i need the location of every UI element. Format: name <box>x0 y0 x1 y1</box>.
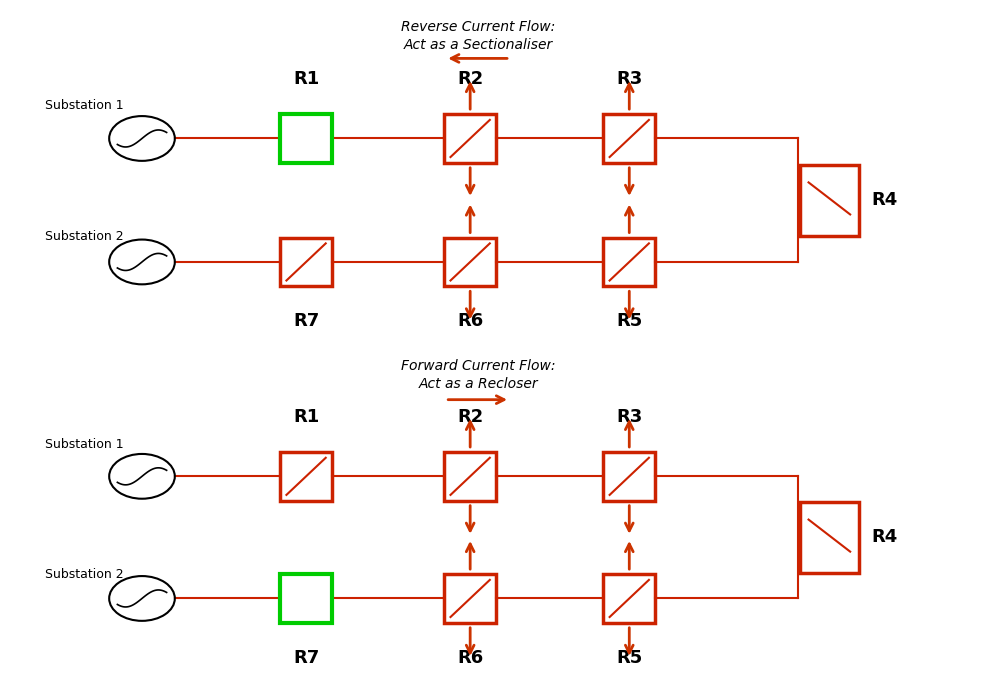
Text: R3: R3 <box>616 70 642 88</box>
Bar <box>603 114 655 163</box>
Bar <box>800 165 859 236</box>
Text: R6: R6 <box>457 312 483 330</box>
Bar <box>800 502 859 573</box>
Bar <box>444 114 496 163</box>
Text: R4: R4 <box>871 192 897 209</box>
Bar <box>444 452 496 501</box>
Bar <box>280 452 332 501</box>
Text: R7: R7 <box>293 648 319 667</box>
Text: R6: R6 <box>457 648 483 667</box>
Text: Substation 1: Substation 1 <box>45 98 124 111</box>
Bar <box>603 574 655 623</box>
Bar <box>444 237 496 287</box>
Text: Act as a Sectionaliser: Act as a Sectionaliser <box>403 38 553 52</box>
Text: Act as a Recloser: Act as a Recloser <box>418 378 538 391</box>
Text: R4: R4 <box>871 529 897 547</box>
Bar <box>444 574 496 623</box>
Text: R2: R2 <box>457 408 483 426</box>
Text: R5: R5 <box>616 648 642 667</box>
Text: Reverse Current Flow:: Reverse Current Flow: <box>401 20 555 34</box>
Text: R7: R7 <box>293 312 319 330</box>
Text: R1: R1 <box>293 408 319 426</box>
Bar <box>280 237 332 287</box>
Text: R2: R2 <box>457 70 483 88</box>
Text: R1: R1 <box>293 70 319 88</box>
Bar <box>280 114 332 163</box>
Text: Forward Current Flow:: Forward Current Flow: <box>401 359 555 373</box>
Text: R3: R3 <box>616 408 642 426</box>
Bar <box>603 452 655 501</box>
Text: R5: R5 <box>616 312 642 330</box>
Bar <box>603 237 655 287</box>
Text: Substation 2: Substation 2 <box>45 231 124 244</box>
Bar <box>280 574 332 623</box>
Text: Substation 2: Substation 2 <box>45 568 124 581</box>
Text: Substation 1: Substation 1 <box>45 438 124 451</box>
